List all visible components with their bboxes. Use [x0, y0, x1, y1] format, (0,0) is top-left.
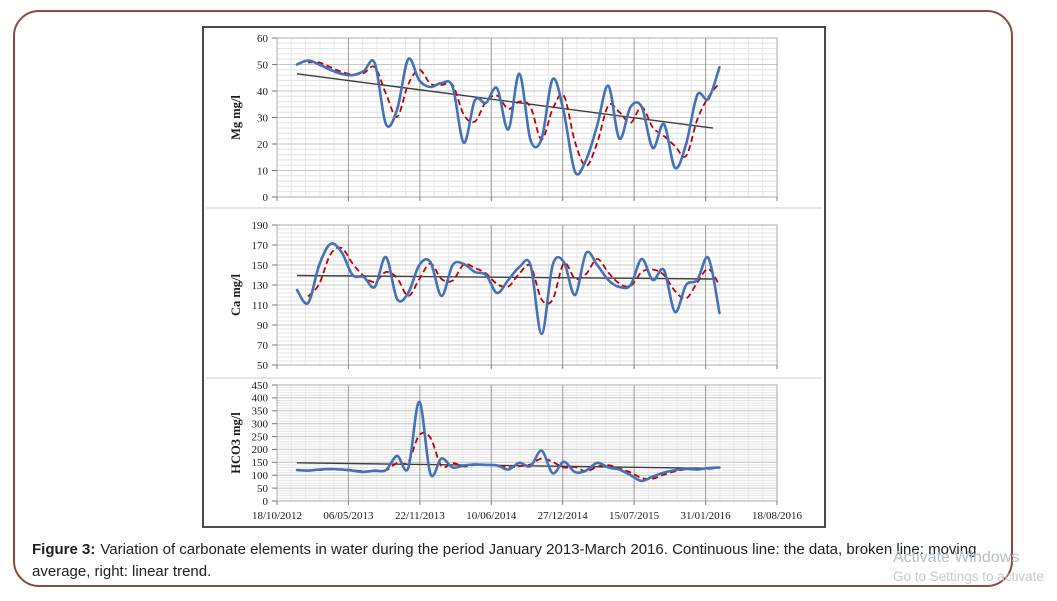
- y-axis-tick-label: 450: [252, 380, 269, 392]
- y-axis-tick-label: 150: [252, 260, 269, 272]
- caption-line-2: average, right: linear trend.: [32, 563, 212, 580]
- caption-line-1: Figure 3: Variation of carbonate elements…: [32, 539, 1024, 561]
- figure-caption-text: Variation of carbonate elements in water…: [100, 541, 977, 558]
- y-axis-tick-label: 110: [252, 300, 269, 312]
- y-axis-title: Ca mg/l: [229, 273, 243, 316]
- plot-frame: [276, 384, 778, 502]
- y-axis-tick-label: 50: [257, 59, 269, 71]
- y-axis-tick-label: 70: [257, 340, 269, 352]
- y-axis-tick-label: 20: [257, 139, 269, 151]
- y-axis-tick-label: 50: [257, 483, 269, 495]
- y-axis-tick-label: 40: [257, 86, 269, 98]
- y-axis-tick-label: 300: [252, 419, 269, 431]
- x-axis-tick-label: 22/11/2013: [395, 510, 445, 522]
- x-axis-tick-label: 31/01/2016: [681, 510, 732, 522]
- trend-line: [296, 462, 714, 469]
- trend-line: [296, 73, 714, 129]
- x-axis-tick-label: 10/06/2014: [466, 510, 517, 522]
- y-axis-tick-label: 400: [252, 393, 269, 405]
- figure-caption: Figure 3: Variation of carbonate elements…: [32, 539, 1024, 583]
- figure-box: 0 10 20 30 40 50 60 Mg mg/l 50 70 90 110 130 150 170 19…: [202, 26, 826, 528]
- ca-chart: 50 70 90 110 130 150 170 190 Ca mg/l: [229, 220, 778, 372]
- watermark-line1: Activate Windows: [893, 549, 1020, 566]
- data-line: [295, 400, 721, 483]
- charts-svg: 0 10 20 30 40 50 60 Mg mg/l 50 70 90 110 130 150 170 19…: [206, 33, 822, 522]
- y-axis-tick-label: 350: [252, 406, 269, 418]
- x-axis-tick-label: 15/07/2015: [609, 510, 660, 522]
- y-axis-tick-label: 150: [252, 457, 269, 469]
- y-axis-tick-label: 10: [257, 165, 269, 177]
- watermark-line2: Go to Settings to activate: [893, 569, 1044, 584]
- y-axis-tick-label: 60: [257, 33, 269, 45]
- y-axis-tick-label: 190: [252, 220, 269, 232]
- trend-line: [296, 274, 714, 280]
- y-axis-tick-label: 130: [252, 280, 269, 292]
- y-axis-title: HCO3 mg/l: [229, 412, 243, 474]
- y-axis-tick-label: 170: [252, 240, 269, 252]
- x-axis-tick-label: 18/10/2012: [252, 510, 302, 522]
- data-line: [295, 57, 721, 176]
- y-axis-tick-label: 0: [263, 496, 269, 508]
- x-axis-tick-label: 18/08/2016: [752, 510, 803, 522]
- figure-caption-label: Figure 3:: [32, 541, 96, 558]
- mg-chart: 0 10 20 30 40 50 60 Mg mg/l: [229, 33, 778, 204]
- y-axis-tick-label: 100: [252, 470, 269, 482]
- x-axis-tick-label: 06/05/2013: [323, 510, 374, 522]
- plot-frame: [276, 224, 778, 366]
- y-axis-title: Mg mg/l: [229, 95, 243, 140]
- moving-average-line: [308, 61, 721, 167]
- windows-activation-watermark: Activate Windows Go to Settings to activ…: [893, 548, 1044, 586]
- data-line: [295, 242, 721, 336]
- y-axis-tick-label: 200: [252, 444, 269, 456]
- y-axis-tick-label: 250: [252, 431, 269, 443]
- y-axis-tick-label: 0: [263, 192, 269, 204]
- x-axis-tick-label: 27/12/2014: [538, 510, 589, 522]
- y-axis-tick-label: 30: [257, 112, 269, 124]
- y-axis-tick-label: 90: [257, 320, 269, 332]
- y-axis-tick-label: 50: [257, 360, 269, 372]
